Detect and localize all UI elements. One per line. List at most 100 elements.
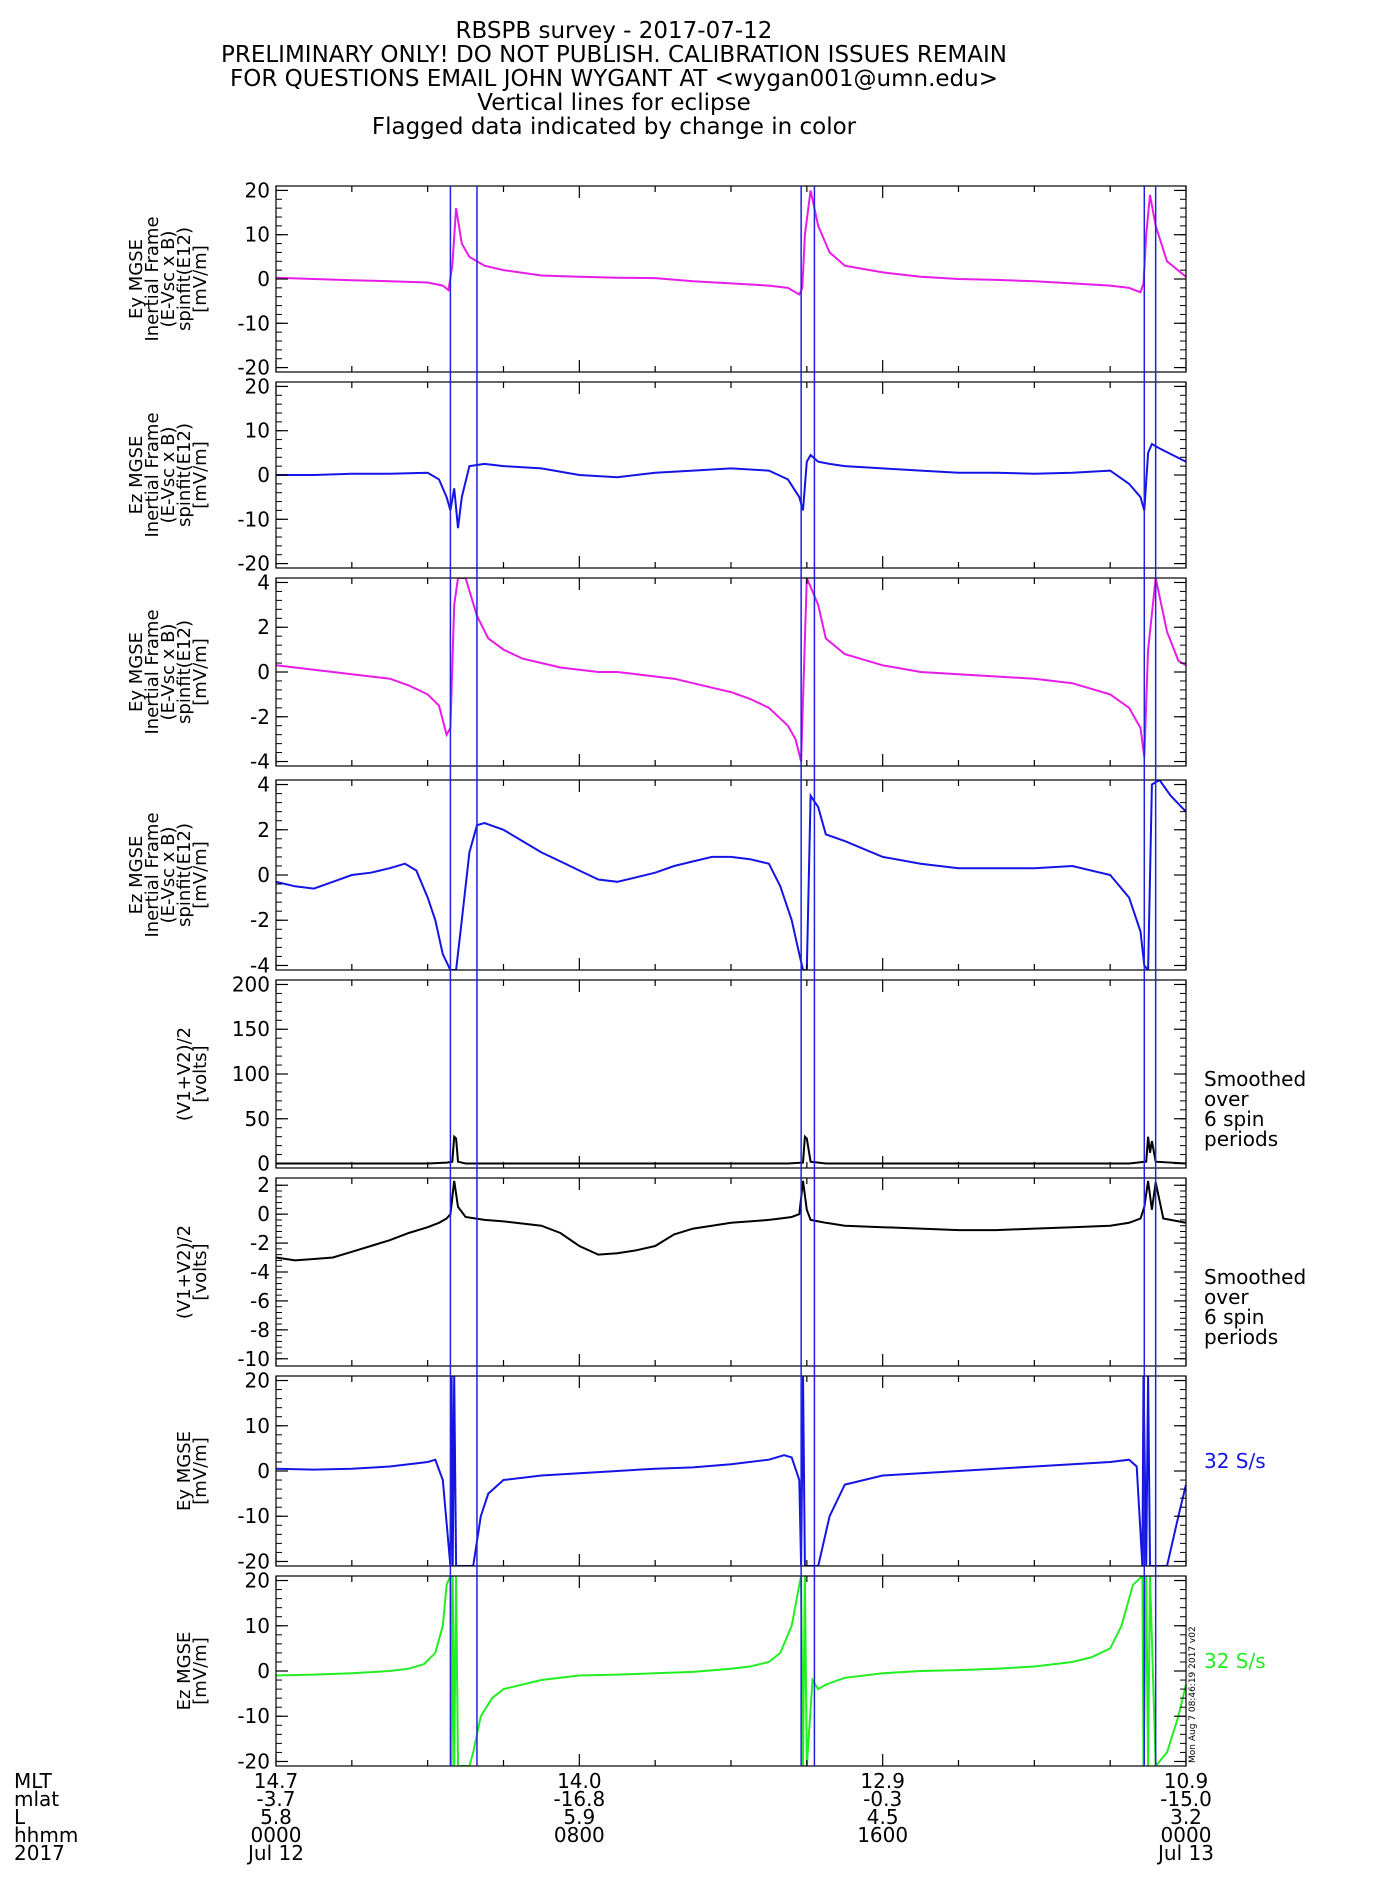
y-tick-label: -10 xyxy=(237,311,270,335)
y-tick-label: -2 xyxy=(250,908,270,932)
time-axis-value: 5.8 xyxy=(260,1805,292,1829)
y-axis-label-line: Inertial Frame xyxy=(142,412,163,537)
version-stamp: Mon Aug 7 08:46:19 2017 v02 xyxy=(1188,1626,1198,1763)
panel-note-line: 32 S/s xyxy=(1204,1449,1266,1473)
title-line-5: Flagged data indicated by change in colo… xyxy=(372,114,857,140)
series-line-1-1 xyxy=(276,190,1186,296)
panel-frame xyxy=(275,979,1187,1169)
y-tick-label: 4 xyxy=(257,570,270,594)
y-axis-label-line: [mV/m] xyxy=(190,245,211,313)
y-tick-label: 200 xyxy=(232,972,270,996)
series-line-2-1 xyxy=(276,442,1186,529)
panel-note-line: 6 spin xyxy=(1204,1107,1264,1131)
y-axis-label-line: Ez MGSE xyxy=(126,836,147,915)
panel-7: -20 -10 0 10 20 Ey MGSE[mV/m] 32 S/s xyxy=(174,1369,1266,1574)
y-tick-label: -10 xyxy=(237,507,270,531)
series-line-8-1 xyxy=(276,1576,1186,1766)
time-axis-value: -3.7 xyxy=(256,1787,295,1811)
panel-frame xyxy=(275,1177,1187,1367)
time-axis-value: Jul 13 xyxy=(1156,1841,1214,1865)
y-tick-label: 20 xyxy=(245,1369,270,1393)
y-axis-label-line: (E-Vsc x B) xyxy=(158,231,179,328)
y-tick-label: 20 xyxy=(245,178,270,202)
time-axis-value: -0.3 xyxy=(863,1787,902,1811)
y-tick-label: 0 xyxy=(257,660,270,684)
panel-frame xyxy=(275,381,1187,569)
y-tick-label: 0 xyxy=(257,267,270,291)
panel-frame xyxy=(275,577,1187,767)
y-tick-label: -2 xyxy=(250,705,270,729)
y-axis-label-line: Inertial Frame xyxy=(142,216,163,341)
y-tick-label: -2 xyxy=(250,1231,270,1255)
y-axis-label-line: Inertial Frame xyxy=(142,812,163,937)
title-block: RBSPB survey - 2017-07-12 PRELIMINARY ON… xyxy=(221,18,1007,140)
time-axis-value: 0000 xyxy=(1161,1823,1212,1847)
y-tick-label: 10 xyxy=(245,223,270,247)
y-tick-label: -20 xyxy=(237,1549,270,1573)
y-tick-label: 10 xyxy=(245,419,270,443)
y-axis-label-line: (E-Vsc x B) xyxy=(158,624,179,721)
y-axis-label-line: (V1+V2)/2 xyxy=(174,1225,195,1319)
y-axis-label-line: Ey MGSE xyxy=(126,239,147,319)
time-axis-value: 0800 xyxy=(554,1823,605,1847)
y-tick-label: -6 xyxy=(250,1289,270,1313)
panel-note-line: 6 spin xyxy=(1204,1305,1264,1329)
y-axis-label-line: [mV/m] xyxy=(190,1437,211,1505)
time-axis-value: 0000 xyxy=(251,1823,302,1847)
panel-note-line: Smoothed xyxy=(1204,1265,1306,1289)
time-axis-value: 3.2 xyxy=(1170,1805,1202,1829)
y-tick-label: 2 xyxy=(257,1173,270,1197)
time-axis-value: -15.0 xyxy=(1160,1787,1212,1811)
panel-note-line: Smoothed xyxy=(1204,1067,1306,1091)
y-tick-label: 0 xyxy=(257,863,270,887)
panel-6: -10 -8 -6 -4 -2 0 2 (V1+V2)/2[volts] Smoothedove… xyxy=(174,1173,1306,1371)
time-axis-row-label: 2017 xyxy=(14,1841,65,1865)
y-axis-label-line: [mV/m] xyxy=(190,441,211,509)
y-tick-label: 20 xyxy=(245,374,270,398)
y-tick-label: -4 xyxy=(250,1260,270,1284)
time-axis-value: 5.9 xyxy=(563,1805,595,1829)
y-axis-label-line: Ez MGSE xyxy=(126,436,147,515)
panel-frame xyxy=(275,1375,1187,1567)
time-axis-value: 14.7 xyxy=(254,1769,299,1793)
panel-note-line: periods xyxy=(1204,1325,1278,1349)
panel-frame xyxy=(275,779,1187,971)
y-axis-label-line: Ez MGSE xyxy=(174,1632,195,1711)
y-tick-label: 4 xyxy=(257,773,270,797)
y-axis-label-line: [volts] xyxy=(190,1243,211,1300)
y-axis-label-line: Inertial Frame xyxy=(142,609,163,734)
eclipse-lines xyxy=(449,186,1157,1766)
y-tick-label: -20 xyxy=(237,1749,270,1773)
y-tick-label: 150 xyxy=(232,1017,270,1041)
panel-note-line: periods xyxy=(1204,1127,1278,1151)
y-axis-label-line: [volts] xyxy=(190,1045,211,1102)
y-tick-label: 0 xyxy=(257,1659,270,1683)
panel-8: -20 -10 0 10 20 Ez MGSE[mV/m] 32 S/s xyxy=(174,1569,1266,1774)
title-line-3: FOR QUESTIONS EMAIL JOHN WYGANT AT <wyga… xyxy=(230,66,998,92)
title-line-2: PRELIMINARY ONLY! DO NOT PUBLISH. CALIBR… xyxy=(221,42,1007,68)
series-line-5-1 xyxy=(276,1134,1186,1165)
time-axis-value: Jul 12 xyxy=(246,1841,304,1865)
time-axis-row-label: MLT xyxy=(14,1769,53,1793)
y-axis-label-line: spinfit(E12) xyxy=(174,823,195,927)
y-tick-label: 0 xyxy=(257,1459,270,1483)
y-tick-label: 2 xyxy=(257,615,270,639)
series-line-6-1 xyxy=(276,1180,1186,1262)
y-axis-label-line: Ey MGSE xyxy=(126,632,147,712)
panel-note-line: over xyxy=(1204,1285,1249,1309)
title-line-4: Vertical lines for eclipse xyxy=(477,90,750,116)
y-tick-label: 0 xyxy=(257,1152,270,1176)
time-axis-value: 10.9 xyxy=(1164,1769,1209,1793)
time-axis-value: 12.9 xyxy=(860,1769,905,1793)
y-axis-label-line: (E-Vsc x B) xyxy=(158,827,179,924)
time-axis-row-label: L xyxy=(14,1805,26,1829)
y-axis-label-line: (V1+V2)/2 xyxy=(174,1027,195,1121)
series-line-7-1 xyxy=(276,1376,1186,1566)
y-axis-label-line: spinfit(E12) xyxy=(174,620,195,724)
y-axis-label-line: spinfit(E12) xyxy=(174,423,195,527)
y-tick-label: -10 xyxy=(237,1347,270,1371)
